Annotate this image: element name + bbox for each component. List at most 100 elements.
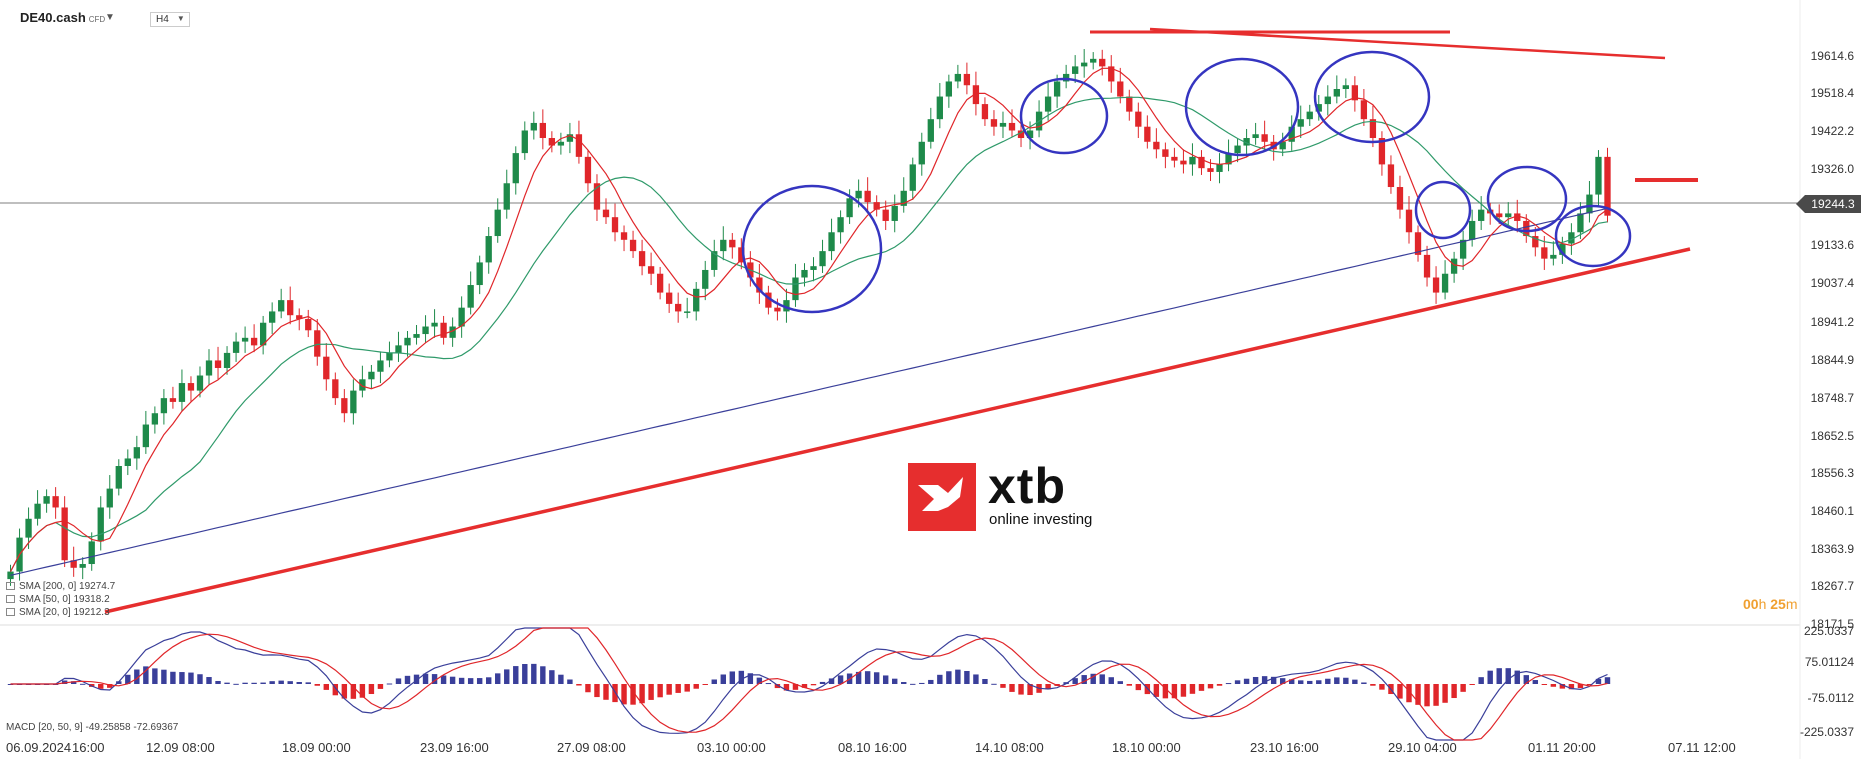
- legend-toggle-icon[interactable]: [6, 608, 15, 617]
- candle-body: [1108, 66, 1115, 82]
- macd-histogram-bar: [684, 684, 690, 692]
- candle-body: [810, 266, 817, 270]
- sma-20-line: [9, 67, 1608, 572]
- macd-histogram-bar: [79, 683, 86, 685]
- macd-histogram-bar: [1442, 684, 1448, 703]
- candle-body: [431, 322, 438, 327]
- macd-histogram-bar: [991, 683, 997, 685]
- macd-histogram-bar: [1307, 680, 1313, 684]
- candle-body: [1288, 126, 1295, 142]
- candle-body: [296, 315, 303, 319]
- macd-histogram-bar: [323, 684, 330, 690]
- candle-body: [214, 360, 222, 368]
- macd-histogram-bar: [449, 676, 456, 684]
- grid: [0, 0, 1801, 759]
- candle-body: [241, 337, 249, 342]
- macd-histogram-bar: [828, 678, 835, 684]
- macd-histogram-bar: [386, 683, 393, 685]
- macd-histogram-bar: [747, 673, 754, 684]
- macd-histogram-bar: [215, 680, 221, 684]
- time-tick-label: 18.10 00:00: [1112, 740, 1181, 755]
- macd-histogram-bar: [296, 682, 302, 684]
- candle-body: [1378, 138, 1386, 165]
- candle-body: [575, 134, 583, 157]
- candle-body: [305, 318, 312, 331]
- candle-body: [801, 269, 808, 278]
- descending-resistance-line: [1149, 27, 1666, 60]
- candle-body: [223, 352, 231, 368]
- macd-legend[interactable]: MACD [20, 50, 9] -49.25858 -72.69367: [6, 722, 179, 733]
- macd-histogram-bar: [1559, 684, 1566, 689]
- macd-histogram-bar: [368, 684, 375, 695]
- macd-histogram-bar: [1261, 676, 1268, 684]
- candle-body: [557, 141, 565, 146]
- candle-body: [1252, 134, 1259, 139]
- candle-body: [584, 156, 592, 184]
- legend-sma-20[interactable]: SMA [20, 0] 19212.3: [6, 607, 110, 618]
- macd-histogram-bar: [1180, 684, 1187, 697]
- macd-histogram-bar: [206, 677, 212, 684]
- price-tick-label: 19518.4: [1810, 86, 1854, 100]
- candle-body: [954, 73, 962, 82]
- macd-histogram-bar: [594, 684, 600, 698]
- symbol-dropdown-icon[interactable]: ▼: [105, 12, 115, 23]
- candle-body: [918, 141, 925, 165]
- macd-histogram-bar: [1523, 675, 1529, 684]
- candle-body: [999, 122, 1007, 127]
- candle-body: [602, 209, 610, 218]
- candle-body: [765, 292, 772, 308]
- macd-histogram-bar: [720, 674, 726, 684]
- candle-body: [386, 352, 393, 361]
- candle-body: [1279, 141, 1286, 150]
- symbol-name[interactable]: DE40.cash CFD: [20, 10, 106, 25]
- macd-histogram-bar: [801, 684, 808, 688]
- macd-histogram-bar: [125, 674, 131, 684]
- price-tick-label: 19037.4: [1810, 276, 1854, 290]
- macd-histogram-bar: [630, 684, 636, 705]
- candle-body: [422, 326, 429, 335]
- timeframe-select[interactable]: H4 ▼: [150, 12, 190, 27]
- price-tick-label: 18460.1: [1810, 504, 1854, 518]
- candle-body: [205, 360, 213, 376]
- legend-sma-50[interactable]: SMA [50, 0] 19318.2: [6, 594, 110, 605]
- macd-histogram-bar: [666, 684, 672, 695]
- candle-body: [593, 183, 601, 210]
- candle-body: [702, 269, 709, 289]
- support-trendline: [104, 247, 1691, 614]
- candle-body: [106, 488, 113, 508]
- candle-body: [1207, 168, 1214, 172]
- price-tick-label: 18941.2: [1810, 315, 1854, 329]
- macd-line: [10, 627, 1608, 741]
- legend-sma-200[interactable]: SMA [200, 0] 19274.7: [6, 581, 115, 592]
- legend-toggle-icon[interactable]: [6, 582, 15, 591]
- price-tick-label: 19614.6: [1810, 49, 1854, 63]
- macd-histogram-bar: [1361, 682, 1367, 684]
- macd-histogram-bar: [143, 666, 149, 684]
- candle-body: [404, 337, 411, 346]
- candle-body: [377, 360, 384, 372]
- macd-histogram-bar: [756, 677, 763, 684]
- candle-body: [232, 341, 240, 353]
- macd-histogram-bar: [864, 671, 871, 684]
- candle-body: [891, 205, 898, 221]
- legend-toggle-icon[interactable]: [6, 595, 15, 604]
- macd-histogram-bar: [440, 675, 447, 684]
- candle-body: [1044, 96, 1052, 112]
- macd-histogram-bar: [540, 666, 546, 684]
- candle-body: [990, 119, 998, 127]
- macd-histogram-bar: [1343, 677, 1349, 684]
- time-tick-label: 16:00: [72, 740, 105, 755]
- macd-histogram-bar: [1541, 684, 1548, 685]
- macd-axis-label: 225.0337: [1803, 624, 1854, 638]
- candle-body: [88, 541, 95, 565]
- macd-histogram-bar: [603, 684, 609, 700]
- candle-body: [1117, 81, 1124, 97]
- macd-histogram-bar: [179, 672, 185, 684]
- candle-body: [1072, 66, 1079, 74]
- candle-body: [1532, 236, 1539, 248]
- macd-histogram-bar: [1279, 678, 1286, 684]
- candle-body: [882, 209, 889, 221]
- candle-body: [70, 560, 77, 568]
- candle-body: [151, 413, 159, 425]
